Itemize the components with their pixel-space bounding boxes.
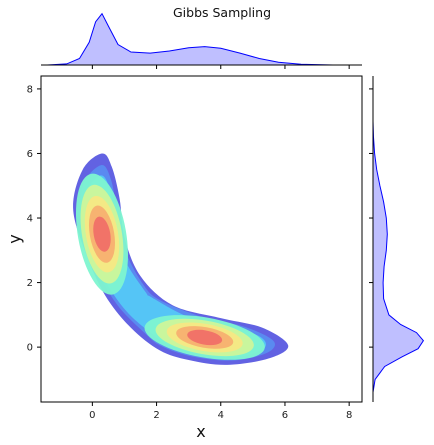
marginal-y-kde-line xyxy=(372,121,425,393)
y-tick-label: 8 xyxy=(27,84,33,95)
chart-title: Gibbs Sampling xyxy=(173,5,271,20)
y-axis-label: y xyxy=(5,234,24,243)
marginal-y-ticks xyxy=(369,88,373,348)
y-tick-label: 0 xyxy=(27,343,33,354)
y-tick-label: 4 xyxy=(27,214,33,225)
marginal-x-ticks xyxy=(91,65,350,69)
marginal-y-kde xyxy=(369,76,425,402)
mode-2-level-8 xyxy=(187,329,223,346)
mode-1-level-8 xyxy=(93,216,111,252)
marginal-y-kde-fill xyxy=(373,121,424,393)
x-axis-ticks: 0 2 4 6 8 xyxy=(89,402,352,421)
contour-band-3 xyxy=(83,175,267,357)
y-tick-label: 2 xyxy=(27,278,33,289)
marginal-x-kde-fill xyxy=(47,13,334,65)
y-axis-ticks: 0 2 4 6 8 xyxy=(27,84,41,354)
joint-plot-frame xyxy=(40,75,363,403)
marginal-x-kde xyxy=(41,12,362,69)
x-tick-label: 4 xyxy=(218,410,224,421)
joint-kde-contours xyxy=(73,153,289,365)
marginal-x-kde-line xyxy=(47,12,334,66)
x-tick-label: 8 xyxy=(346,410,352,421)
x-axis-label: x xyxy=(196,422,205,441)
x-tick-label: 6 xyxy=(282,410,288,421)
x-tick-label: 2 xyxy=(153,410,159,421)
x-tick-label: 0 xyxy=(89,410,95,421)
y-tick-label: 6 xyxy=(27,149,33,160)
